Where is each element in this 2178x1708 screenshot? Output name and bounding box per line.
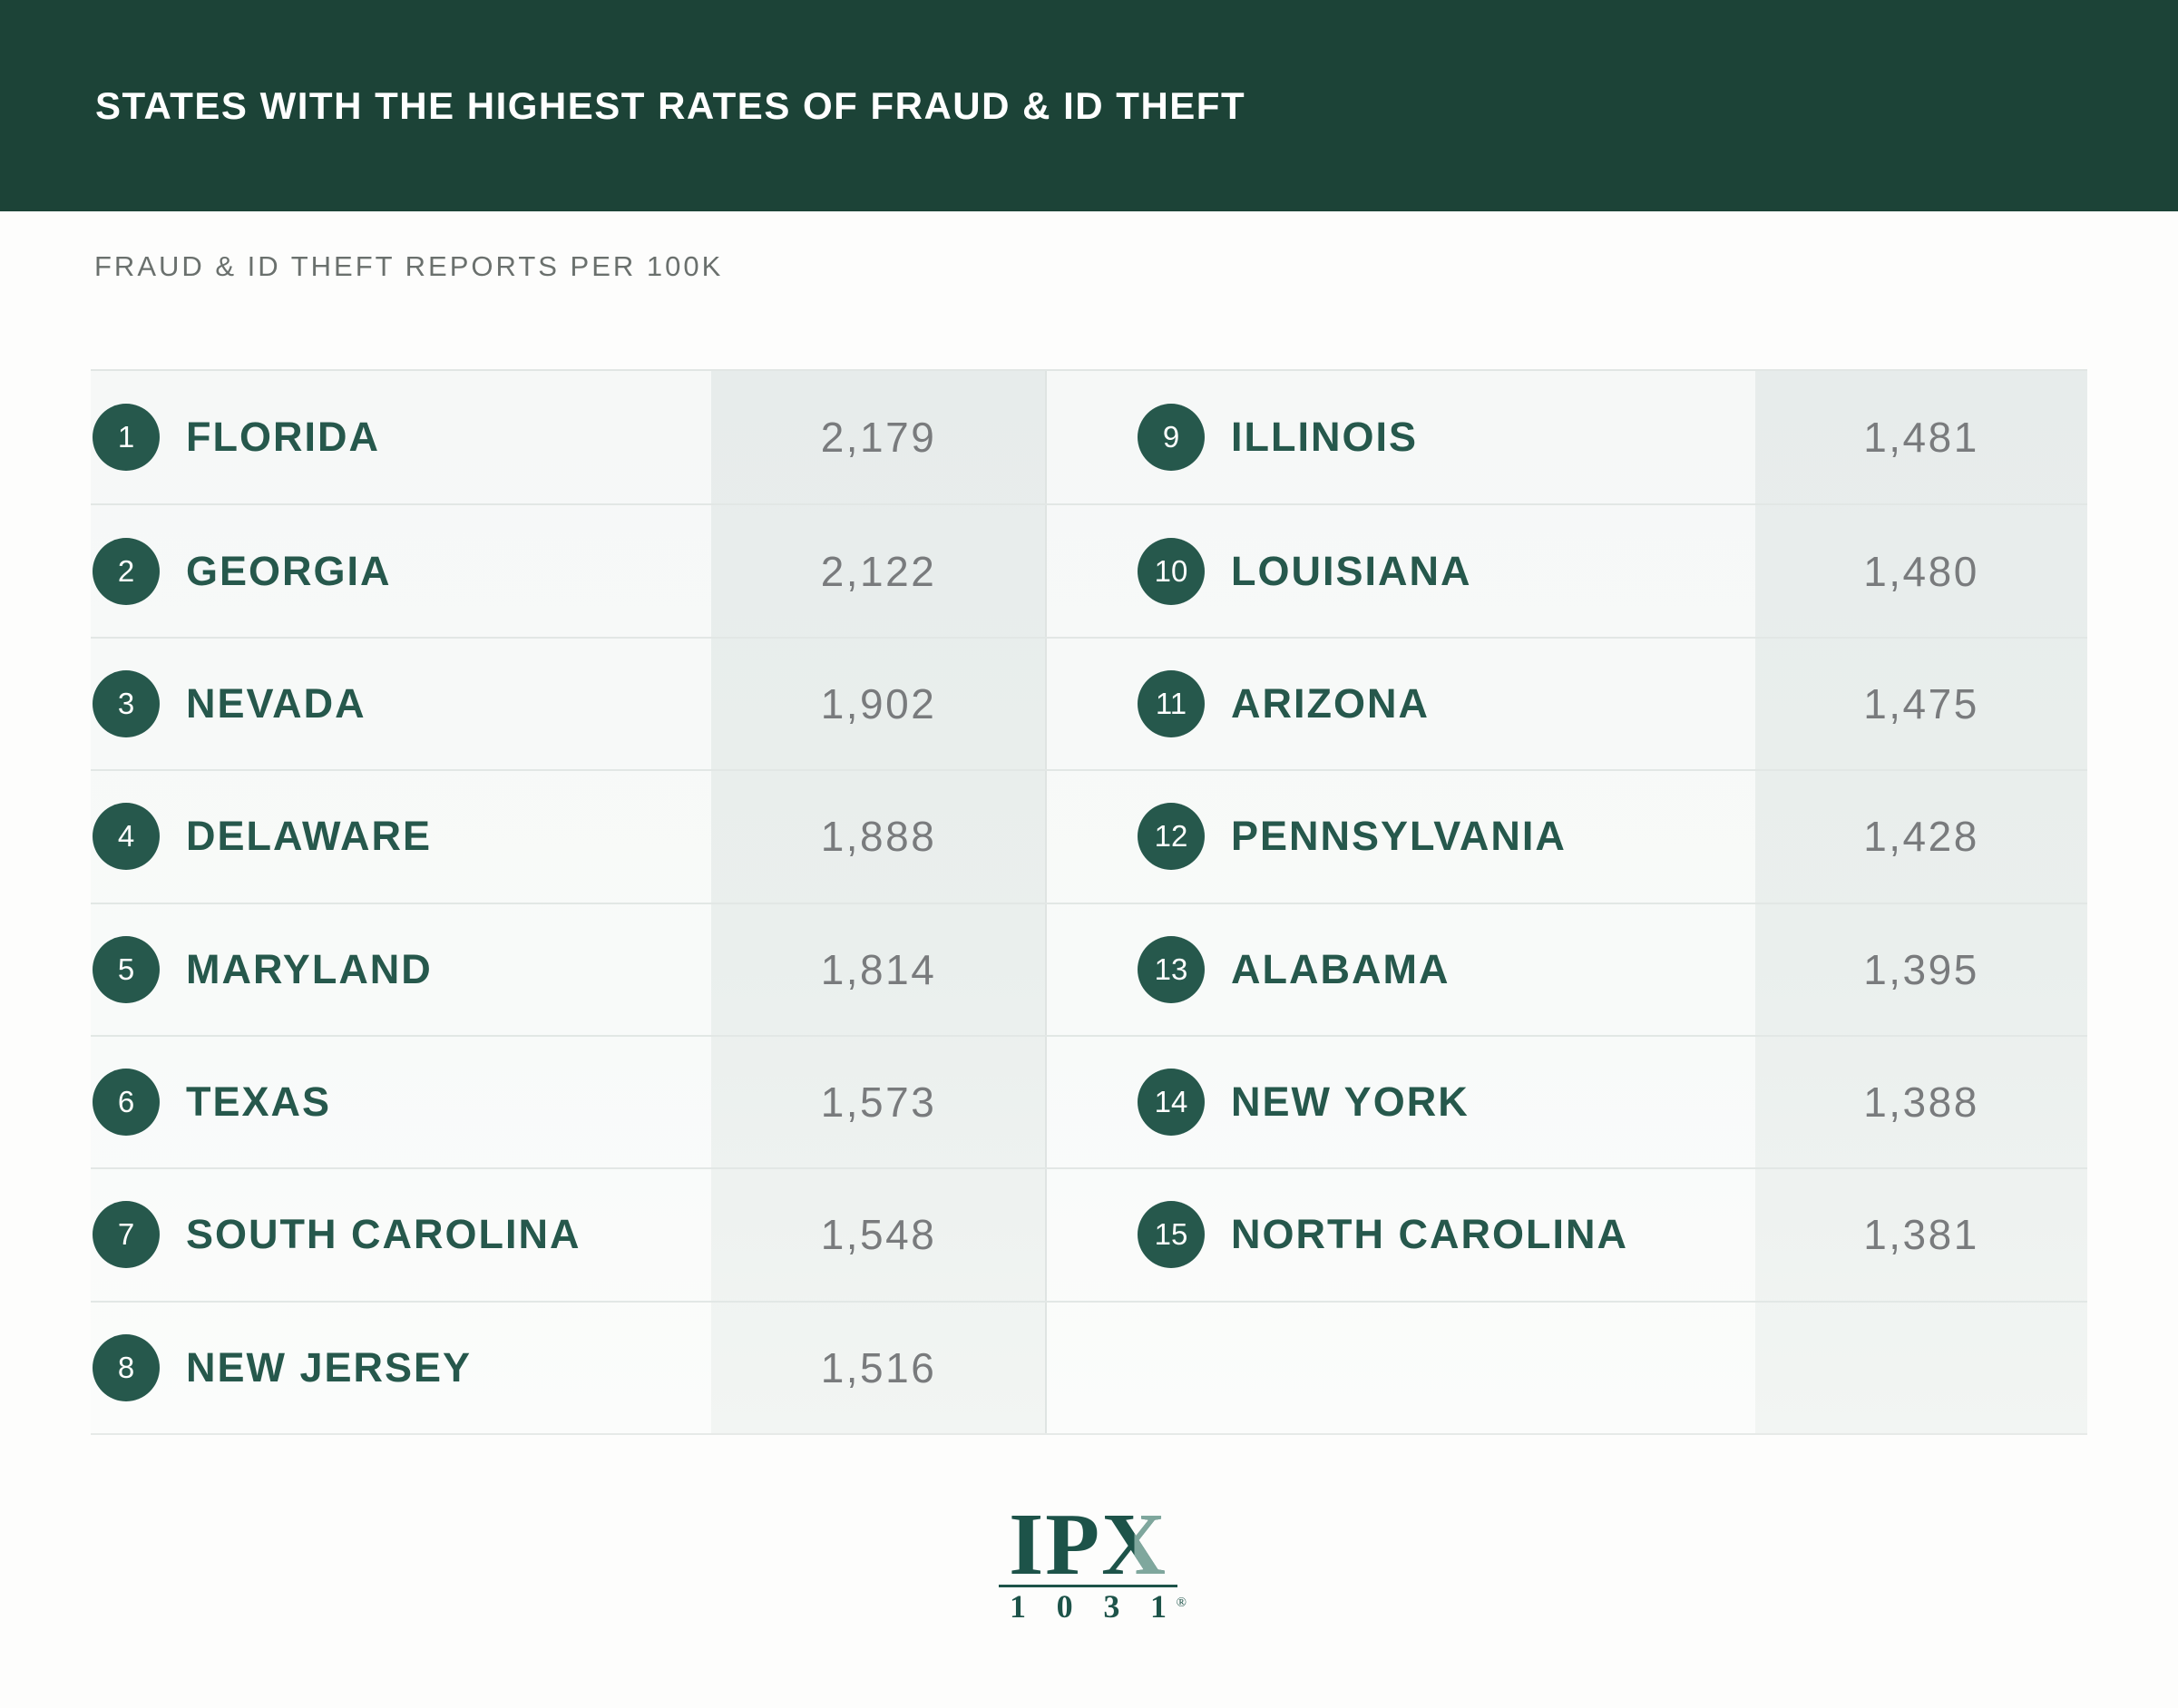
row-right-cell (1046, 1303, 2087, 1433)
row-left-cell: 2 GEORGIA 2,122 (91, 505, 1046, 636)
row-left-cell: 4 DELAWARE 1,888 (91, 771, 1046, 902)
logo-wordmark: IPX X (999, 1496, 1177, 1594)
registered-mark: ® (1176, 1596, 1187, 1610)
rank-badge: 8 (93, 1333, 160, 1401)
page-title: STATES WITH THE HIGHEST RATES OF FRAUD &… (95, 83, 1246, 127)
rank-badge: 15 (1138, 1201, 1205, 1269)
table-rows: 1 FLORIDA 2,179 9 ILLINOIS 1,481 2 GEORG… (91, 371, 2087, 1433)
value-cell: 1,548 (820, 1211, 937, 1259)
state-name: GEORGIA (186, 547, 392, 594)
rank-badge: 6 (93, 1069, 160, 1137)
rank-badge: 12 (1138, 803, 1205, 871)
row-left-cell: 1 FLORIDA 2,179 (91, 371, 1046, 503)
row-right-cell: 15 NORTH CAROLINA 1,381 (1046, 1169, 2087, 1300)
value-cell: 1,475 (1863, 679, 1979, 727)
state-name: LOUISIANA (1231, 547, 1472, 594)
logo-digit: 3 (1103, 1588, 1120, 1625)
rank-table: 1 FLORIDA 2,179 9 ILLINOIS 1,481 2 GEORG… (91, 369, 2087, 1435)
logo-digit: 0 (1056, 1588, 1073, 1625)
row-left-cell: 8 NEW JERSEY 1,516 (91, 1303, 1046, 1433)
rank-badge: 10 (1138, 537, 1205, 605)
row-left-cell: 3 NEVADA 1,902 (91, 639, 1046, 769)
value-cell: 2,179 (820, 414, 937, 462)
state-name: FLORIDA (186, 414, 380, 461)
state-name: MARYLAND (186, 945, 433, 992)
state-name: TEXAS (186, 1078, 332, 1126)
state-name: NEVADA (186, 679, 366, 727)
table-row: 2 GEORGIA 2,122 10 LOUISIANA 1,480 (91, 503, 2087, 636)
subtitle: FRAUD & ID THEFT REPORTS PER 100K (94, 250, 724, 282)
table-row: 4 DELAWARE 1,888 12 PENNSYLVANIA 1,428 (91, 769, 2087, 902)
table-row: 6 TEXAS 1,573 14 NEW YORK 1,388 (91, 1034, 2087, 1167)
logo-digits: 1 0 3 1 ® (999, 1588, 1187, 1625)
state-name: NEW JERSEY (186, 1343, 473, 1391)
rank-badge: 2 (93, 537, 160, 605)
logo-digit: 1 (1010, 1588, 1026, 1625)
rank-badge: 14 (1138, 1069, 1205, 1137)
value-cell: 1,888 (820, 813, 937, 861)
value-cell: 1,480 (1863, 547, 1979, 595)
logo-underline (999, 1585, 1177, 1587)
row-right-cell: 9 ILLINOIS 1,481 (1046, 371, 2087, 503)
value-cell: 1,381 (1863, 1211, 1979, 1259)
state-name: ALABAMA (1231, 945, 1450, 992)
value-cell: 1,814 (820, 945, 937, 993)
rank-badge: 4 (93, 803, 160, 871)
table-row: 1 FLORIDA 2,179 9 ILLINOIS 1,481 (91, 371, 2087, 503)
row-right-cell: 14 NEW YORK 1,388 (1046, 1037, 2087, 1167)
value-cell: 1,516 (820, 1343, 937, 1391)
value-cell: 2,122 (820, 547, 937, 595)
table-row: 8 NEW JERSEY 1,516 (91, 1300, 2087, 1433)
state-name: DELAWARE (186, 813, 433, 860)
table-row: 7 SOUTH CAROLINA 1,548 15 NORTH CAROLINA… (91, 1167, 2087, 1300)
logo-ip-text: IP (1009, 1496, 1102, 1594)
row-right-cell: 10 LOUISIANA 1,480 (1046, 505, 2087, 636)
row-right-cell: 12 PENNSYLVANIA 1,428 (1046, 771, 2087, 902)
row-left-cell: 7 SOUTH CAROLINA 1,548 (91, 1169, 1046, 1300)
brand-logo: IPX X 1 0 3 1 ® (999, 1496, 1187, 1625)
table-row: 5 MARYLAND 1,814 13 ALABAMA 1,395 (91, 902, 2087, 1035)
table-row: 3 NEVADA 1,902 11 ARIZONA 1,475 (91, 636, 2087, 769)
value-cell: 1,395 (1863, 945, 1979, 993)
value-cell: 1,573 (820, 1078, 937, 1127)
state-name: ILLINOIS (1231, 414, 1418, 461)
rank-badge: 3 (93, 669, 160, 737)
value-cell: 1,902 (820, 679, 937, 727)
rank-badge: 1 (93, 404, 160, 472)
rank-badge: 7 (93, 1201, 160, 1269)
value-cell: 1,388 (1863, 1078, 1979, 1127)
state-name: ARIZONA (1231, 679, 1430, 727)
row-right-cell: 13 ALABAMA 1,395 (1046, 904, 2087, 1035)
logo-digit: 1 (1149, 1588, 1167, 1625)
rank-badge: 9 (1138, 404, 1205, 472)
state-name: SOUTH CAROLINA (186, 1211, 581, 1258)
state-name: NEW YORK (1231, 1078, 1470, 1126)
rank-badge: 11 (1138, 669, 1205, 737)
value-cell: 1,481 (1863, 414, 1979, 462)
header-banner: STATES WITH THE HIGHEST RATES OF FRAUD &… (0, 0, 2178, 211)
rank-badge: 13 (1138, 935, 1205, 1003)
state-name: PENNSYLVANIA (1231, 813, 1567, 860)
value-cell: 1,428 (1863, 813, 1979, 861)
state-name: NORTH CAROLINA (1231, 1211, 1628, 1258)
rank-badge: 5 (93, 935, 160, 1003)
row-left-cell: 6 TEXAS 1,573 (91, 1037, 1046, 1167)
row-left-cell: 5 MARYLAND 1,814 (91, 904, 1046, 1035)
row-right-cell: 11 ARIZONA 1,475 (1046, 639, 2087, 769)
